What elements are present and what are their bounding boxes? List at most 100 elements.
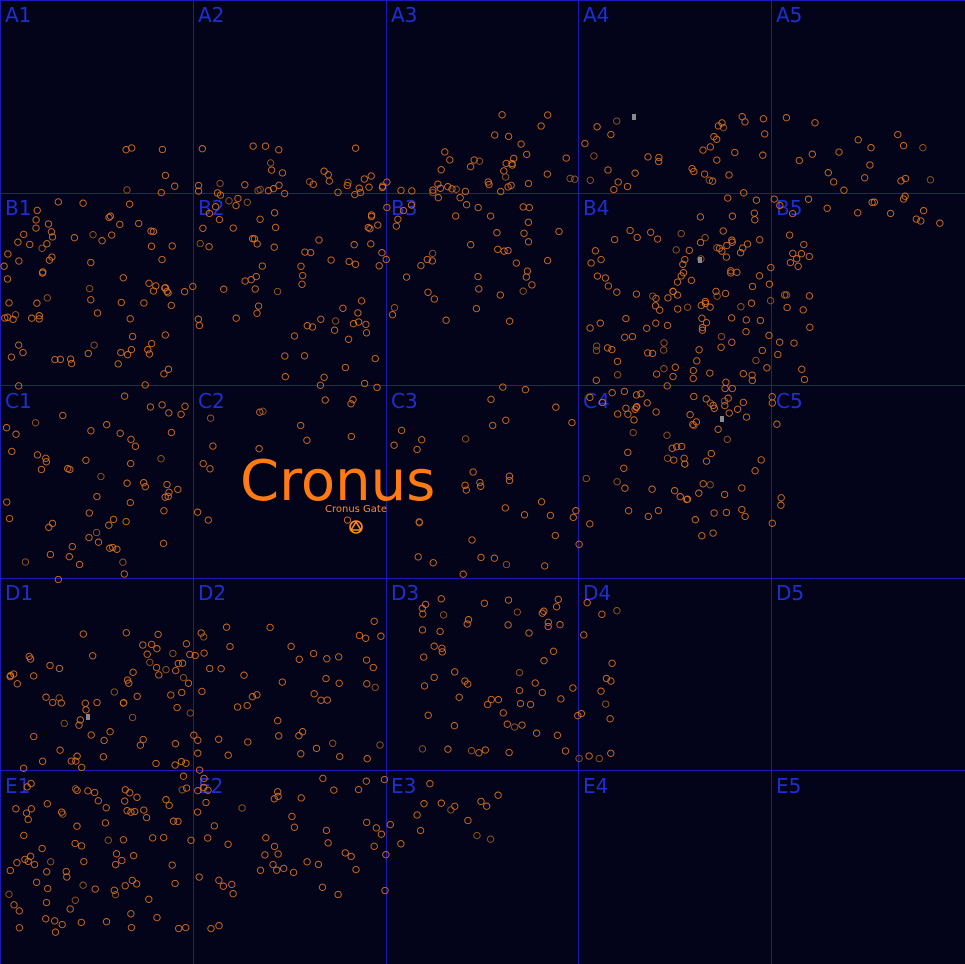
star-system-icon[interactable] xyxy=(824,169,832,177)
star-system-icon[interactable] xyxy=(30,672,38,680)
star-system-icon[interactable] xyxy=(324,839,332,847)
star-system-icon[interactable] xyxy=(43,800,51,808)
star-system-icon[interactable] xyxy=(519,287,527,295)
star-system-icon[interactable] xyxy=(66,905,74,913)
star-system-icon[interactable] xyxy=(168,242,176,250)
star-system-icon[interactable] xyxy=(596,319,604,327)
star-system-icon[interactable] xyxy=(800,240,808,249)
star-system-icon[interactable] xyxy=(30,732,38,741)
star-system-icon[interactable] xyxy=(740,189,748,197)
star-system-icon[interactable] xyxy=(195,873,203,881)
star-system-icon[interactable] xyxy=(15,924,24,932)
star-system-icon[interactable] xyxy=(456,194,464,202)
star-system-icon[interactable] xyxy=(194,181,203,190)
star-system-icon[interactable] xyxy=(116,429,124,437)
star-system-icon[interactable] xyxy=(160,833,168,842)
star-system-icon[interactable] xyxy=(446,156,454,164)
star-system-icon[interactable] xyxy=(147,640,156,649)
star-system-icon[interactable] xyxy=(347,852,355,861)
star-system-icon[interactable] xyxy=(78,763,86,772)
star-system-icon[interactable] xyxy=(152,759,160,768)
star-system-icon[interactable] xyxy=(173,703,181,712)
star-system-icon[interactable] xyxy=(38,844,46,853)
star-system-icon[interactable] xyxy=(161,493,169,501)
star-system-icon[interactable] xyxy=(362,320,370,329)
star-system-icon[interactable] xyxy=(256,215,264,223)
star-system-icon[interactable] xyxy=(143,650,151,658)
star-system-icon[interactable] xyxy=(413,811,421,819)
star-system-icon[interactable] xyxy=(275,181,283,189)
star-system-icon[interactable] xyxy=(335,653,343,661)
star-system-icon[interactable] xyxy=(520,229,528,237)
star-system-icon[interactable] xyxy=(415,518,423,526)
star-system-icon[interactable] xyxy=(544,618,552,626)
star-system-icon[interactable] xyxy=(334,188,342,196)
star-system-icon[interactable] xyxy=(193,508,202,516)
star-system-icon[interactable] xyxy=(351,260,360,268)
star-system-icon[interactable] xyxy=(628,332,637,341)
star-system-icon[interactable] xyxy=(663,382,671,390)
star-system-icon[interactable] xyxy=(0,262,8,270)
star-system-icon[interactable] xyxy=(690,392,698,401)
star-system-icon[interactable] xyxy=(418,745,427,753)
star-system-icon[interactable] xyxy=(484,178,492,186)
star-system-icon[interactable] xyxy=(287,642,295,651)
star-system-icon[interactable] xyxy=(243,198,251,206)
star-system-icon[interactable] xyxy=(329,739,337,747)
star-system-icon[interactable] xyxy=(355,631,364,640)
star-system-icon[interactable] xyxy=(133,880,141,888)
star-system-icon[interactable] xyxy=(71,785,80,793)
star-system-icon[interactable] xyxy=(774,350,782,359)
star-system-icon[interactable] xyxy=(75,721,83,729)
star-system-icon[interactable] xyxy=(126,498,134,507)
star-system-icon[interactable] xyxy=(314,860,323,869)
star-system-icon[interactable] xyxy=(215,215,224,224)
star-system-icon[interactable] xyxy=(763,364,771,372)
star-system-icon[interactable] xyxy=(705,176,713,184)
star-system-icon[interactable] xyxy=(755,272,764,280)
star-system-icon[interactable] xyxy=(601,274,610,282)
star-system-icon[interactable] xyxy=(402,273,411,281)
star-system-icon[interactable] xyxy=(420,800,428,808)
star-system-icon[interactable] xyxy=(7,353,16,361)
star-system-icon[interactable] xyxy=(697,301,705,310)
star-system-icon[interactable] xyxy=(344,178,352,187)
star-system-icon[interactable] xyxy=(24,857,32,866)
star-system-icon[interactable] xyxy=(238,804,246,812)
star-system-icon[interactable] xyxy=(102,918,111,926)
star-system-icon[interactable] xyxy=(43,294,51,302)
star-system-icon[interactable] xyxy=(759,115,768,123)
star-system-icon[interactable] xyxy=(67,757,75,765)
star-system-icon[interactable] xyxy=(699,480,707,488)
star-system-icon[interactable] xyxy=(475,157,484,165)
star-system-icon[interactable] xyxy=(459,570,467,578)
star-system-icon[interactable] xyxy=(805,292,814,300)
star-system-icon[interactable] xyxy=(689,374,697,383)
star-system-icon[interactable] xyxy=(613,607,621,615)
star-system-icon[interactable] xyxy=(102,804,110,812)
star-system-icon[interactable] xyxy=(397,840,405,848)
star-system-icon[interactable] xyxy=(38,757,47,765)
star-system-icon[interactable] xyxy=(160,370,168,378)
star-system-icon[interactable] xyxy=(571,175,579,183)
star-system-icon[interactable] xyxy=(741,118,749,126)
star-system-icon[interactable] xyxy=(477,553,485,562)
star-system-icon[interactable] xyxy=(248,693,257,701)
star-system-icon[interactable] xyxy=(280,189,289,198)
star-system-icon[interactable] xyxy=(499,383,507,391)
star-system-icon[interactable] xyxy=(324,171,332,179)
star-system-icon[interactable] xyxy=(295,732,303,740)
star-system-icon[interactable] xyxy=(686,411,694,419)
star-system-icon[interactable] xyxy=(9,315,17,324)
star-system-icon[interactable] xyxy=(144,346,152,354)
star-system-icon[interactable] xyxy=(186,650,194,659)
star-system-icon[interactable] xyxy=(739,370,747,378)
star-system-icon[interactable] xyxy=(367,212,376,221)
star-system-icon[interactable] xyxy=(894,130,902,139)
star-system-icon[interactable] xyxy=(19,764,28,772)
star-system-icon[interactable] xyxy=(707,449,715,458)
star-system-icon[interactable] xyxy=(643,399,651,407)
star-system-icon[interactable] xyxy=(738,484,746,492)
star-system-icon[interactable] xyxy=(467,747,476,755)
star-system-icon[interactable] xyxy=(504,132,513,141)
